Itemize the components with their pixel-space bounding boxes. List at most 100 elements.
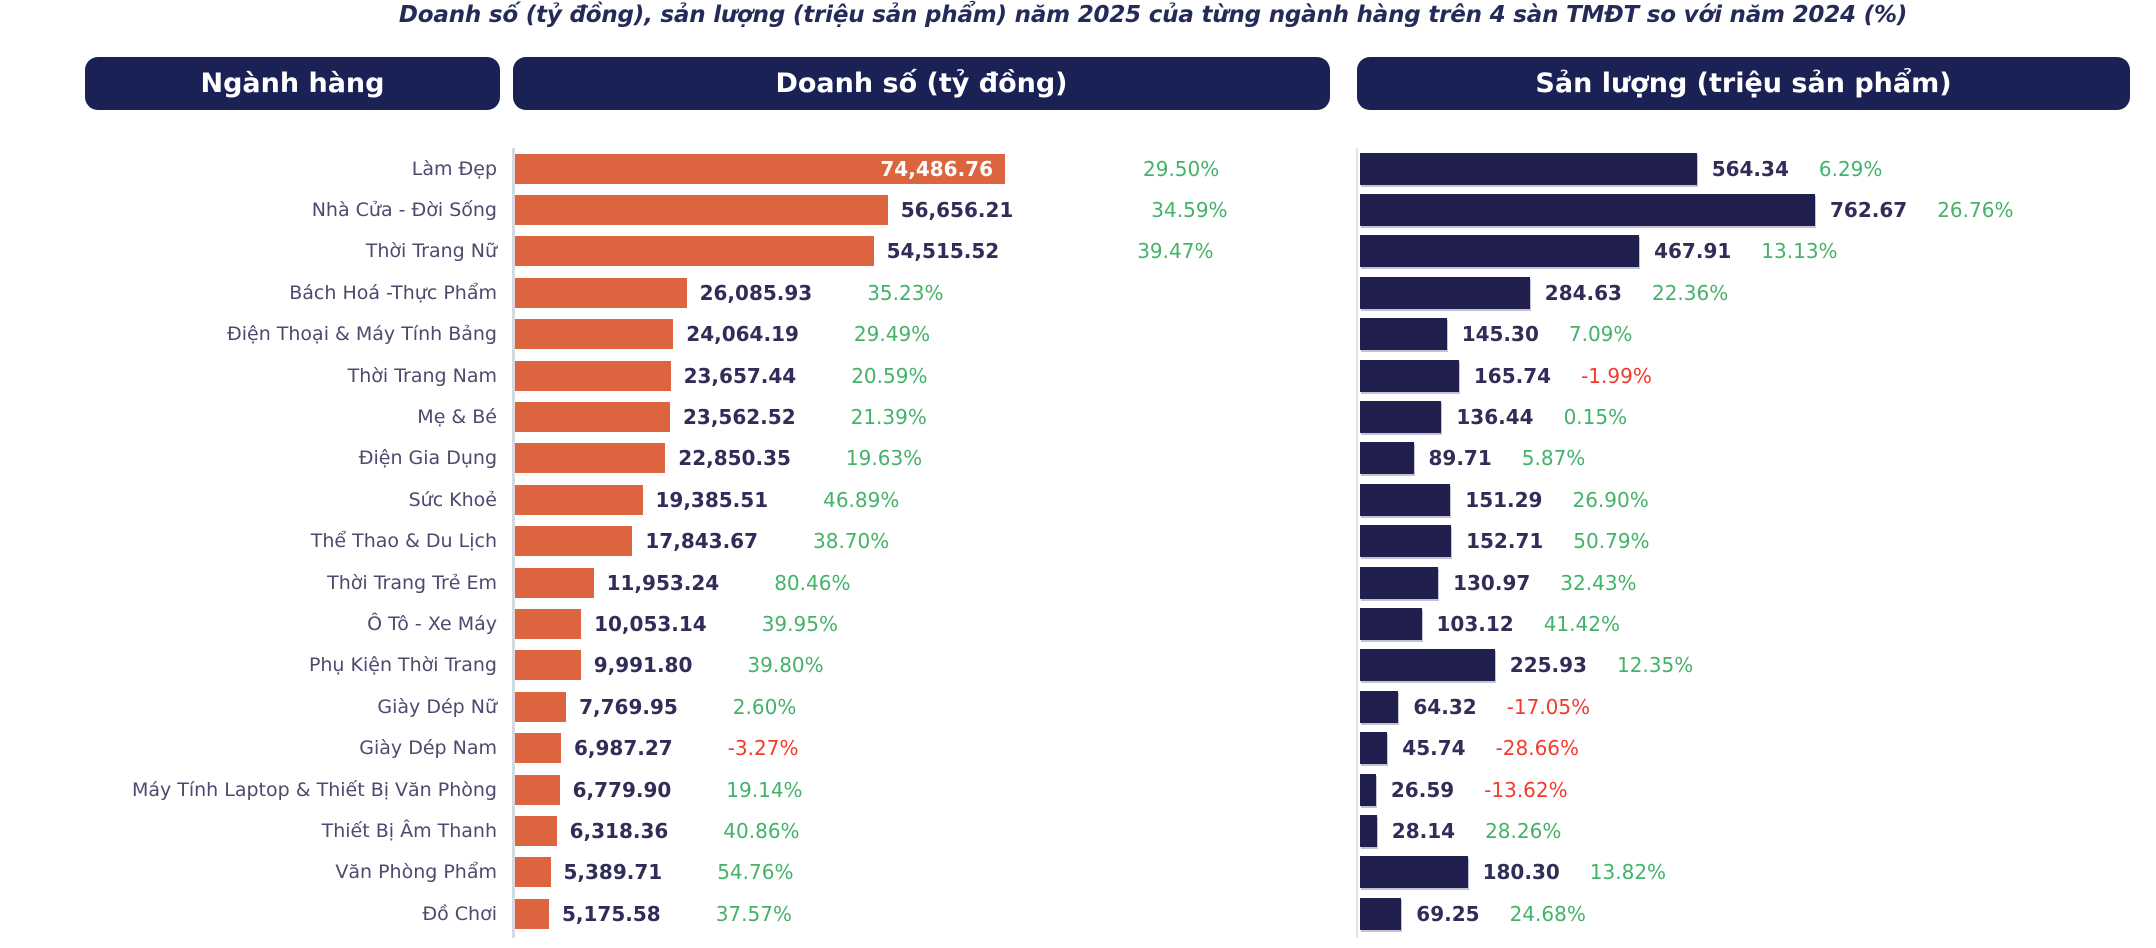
revenue-cell: 23,562.52 23,562.52 21.39% — [515, 396, 1355, 437]
volume-value: 225.93 — [1509, 653, 1587, 678]
table-row: Văn Phòng Phẩm 5,389.71 5,389.71 54.76% … — [0, 852, 2156, 893]
revenue-bar: 74,486.76 — [515, 153, 1005, 184]
volume-change-pct: 7.09% — [1568, 322, 1633, 347]
volume-cell: 103.12 41.42% — [1360, 603, 2156, 644]
revenue-value: 6,779.90 — [572, 777, 672, 802]
revenue-cell: 10,053.14 10,053.14 39.95% — [515, 603, 1355, 644]
table-row: Thiết Bị Âm Thanh 6,318.36 6,318.36 40.8… — [0, 810, 2156, 851]
volume-change-pct: 12.35% — [1616, 653, 1694, 678]
volume-value: 28.14 — [1391, 818, 1456, 843]
volume-change-pct: 24.68% — [1509, 901, 1586, 926]
volume-change-pct: -13.62% — [1484, 777, 1568, 802]
category-label: Máy Tính Laptop & Thiết Bị Văn Phòng — [131, 778, 497, 801]
volume-change-pct: 6.29% — [1818, 156, 1883, 181]
volume-value: 130.97 — [1453, 570, 1531, 595]
revenue-value: 6,318.36 — [569, 818, 669, 843]
column-header-volume: Sản lượng (triệu sản phẩm) — [1357, 57, 2130, 110]
volume-cell: 26.59 -13.62% — [1360, 769, 2156, 810]
volume-value: 89.71 — [1428, 446, 1492, 471]
volume-bar — [1360, 442, 1414, 475]
category-label: Nhà Cửa - Đời Sống — [311, 199, 497, 222]
revenue-cell: 22,850.35 22,850.35 19.63% — [515, 438, 1355, 479]
revenue-value: 19,385.51 — [655, 487, 769, 512]
category-label: Thời Trang Nữ — [365, 240, 497, 263]
revenue-change-pct: 20.59% — [851, 363, 928, 388]
revenue-cell: 56,656.21 56,656.21 34.59% — [515, 189, 1355, 230]
volume-bar — [1360, 235, 1640, 268]
revenue-change-pct: 34.59% — [1151, 198, 1228, 223]
volume-bar — [1360, 525, 1452, 558]
revenue-change-pct: 40.86% — [723, 818, 800, 843]
volume-bar — [1360, 483, 1451, 516]
category-label: Phụ Kiện Thời Trang — [308, 654, 497, 677]
volume-value: 180.30 — [1482, 860, 1560, 885]
table-row: Ô Tô - Xe Máy 10,053.14 10,053.14 39.95%… — [0, 603, 2156, 644]
column-header-category: Ngành hàng — [85, 57, 500, 110]
volume-bar — [1360, 566, 1439, 599]
volume-bar — [1360, 897, 1402, 930]
revenue-bar: 5,389.71 — [515, 857, 551, 888]
volume-change-pct: -28.66% — [1495, 736, 1580, 761]
volume-change-pct: 26.76% — [1937, 198, 2014, 223]
revenue-value: 5,175.58 — [562, 901, 661, 926]
volume-cell: 225.93 12.35% — [1360, 645, 2156, 686]
revenue-value: 23,657.44 — [683, 363, 797, 388]
volume-cell: 145.30 7.09% — [1360, 314, 2156, 355]
volume-cell: 89.71 5.87% — [1360, 438, 2156, 479]
revenue-value: 11,953.24 — [606, 570, 720, 595]
chart-rows: Làm Đẹp 74,486.76 74,486.76 29.50% 564.3… — [0, 148, 2156, 934]
volume-change-pct: 28.26% — [1485, 818, 1562, 843]
revenue-bar: 6,779.90 — [515, 774, 560, 805]
revenue-cell: 6,779.90 6,779.90 19.14% — [515, 769, 1355, 810]
revenue-value: 56,656.21 — [900, 198, 1014, 223]
volume-change-pct: 0.15% — [1563, 405, 1628, 430]
revenue-cell: 26,085.93 26,085.93 35.23% — [515, 272, 1355, 313]
revenue-cell: 11,953.24 11,953.24 80.46% — [515, 562, 1355, 603]
column-header-volume-label: Sản lượng (triệu sản phẩm) — [1535, 68, 1952, 99]
volume-cell: 69.25 24.68% — [1360, 893, 2156, 934]
volume-value: 103.12 — [1436, 611, 1514, 636]
volume-change-pct: -1.99% — [1581, 363, 1652, 388]
category-label: Thời Trang Nam — [347, 364, 497, 387]
revenue-change-pct: -3.27% — [727, 736, 799, 761]
category-label: Điện Thoại & Máy Tính Bảng — [227, 323, 497, 346]
revenue-axis-line — [512, 148, 515, 938]
revenue-cell: 7,769.95 7,769.95 2.60% — [515, 686, 1355, 727]
revenue-value: 22,850.35 — [678, 446, 791, 471]
volume-bar — [1360, 276, 1530, 309]
table-row: Thời Trang Nam 23,657.44 23,657.44 20.59… — [0, 355, 2156, 396]
volume-change-pct: 26.90% — [1572, 487, 1649, 512]
revenue-value: 54,515.52 — [886, 239, 1000, 264]
volume-change-pct: 22.36% — [1651, 280, 1729, 305]
category-label: Bách Hoá -Thực Phẩm — [289, 281, 497, 304]
revenue-change-pct: 37.57% — [715, 901, 792, 926]
table-row: Giày Dép Nam 6,987.27 6,987.27 -3.27% 45… — [0, 727, 2156, 768]
category-label: Làm Đẹp — [411, 157, 497, 180]
revenue-change-pct: 54.76% — [717, 860, 794, 885]
category-label: Mẹ & Bé — [417, 406, 497, 429]
revenue-cell: 5,389.71 5,389.71 54.76% — [515, 852, 1355, 893]
table-row: Điện Gia Dụng 22,850.35 22,850.35 19.63%… — [0, 438, 2156, 479]
revenue-change-pct: 29.50% — [1143, 156, 1220, 181]
revenue-change-pct: 2.60% — [732, 694, 797, 719]
revenue-cell: 54,515.52 54,515.52 39.47% — [515, 231, 1355, 272]
revenue-change-pct: 39.80% — [747, 653, 824, 678]
revenue-value: 5,389.71 — [563, 860, 663, 885]
revenue-change-pct: 19.63% — [845, 446, 923, 471]
volume-cell: 165.74 -1.99% — [1360, 355, 2156, 396]
revenue-change-pct: 38.70% — [813, 529, 890, 554]
table-row: Giày Dép Nữ 7,769.95 7,769.95 2.60% 64.3… — [0, 686, 2156, 727]
table-row: Làm Đẹp 74,486.76 74,486.76 29.50% 564.3… — [0, 148, 2156, 189]
revenue-bar: 23,562.52 — [515, 402, 670, 433]
revenue-value: 9,991.80 — [593, 653, 693, 678]
volume-value: 467.91 — [1654, 239, 1732, 264]
category-label: Giày Dép Nữ — [377, 695, 497, 718]
category-label: Thể Thao & Du Lịch — [310, 530, 497, 553]
revenue-change-pct: 39.95% — [761, 611, 838, 636]
volume-value: 45.74 — [1402, 736, 1466, 761]
volume-value: 69.25 — [1416, 901, 1480, 926]
volume-cell: 762.67 26.76% — [1360, 189, 2156, 230]
revenue-bar: 9,991.80 — [515, 650, 581, 681]
category-label: Đồ Chơi — [422, 902, 497, 925]
